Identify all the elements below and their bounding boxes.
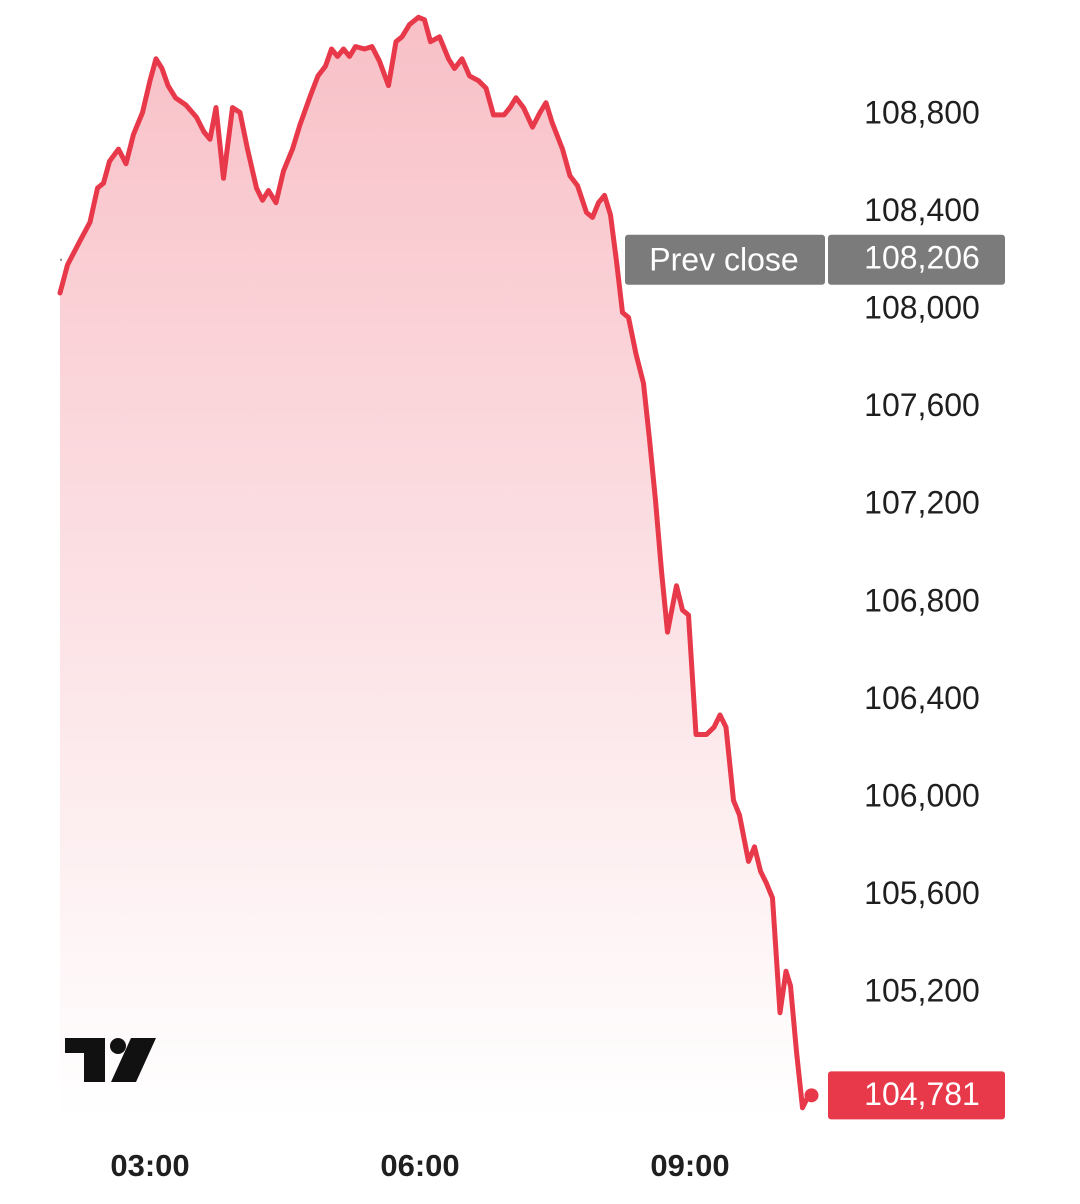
- logo-part: [111, 1038, 156, 1082]
- logo-part: [110, 1038, 126, 1054]
- y-tick-label: 108,800: [864, 94, 980, 130]
- y-tick-label: 107,200: [864, 485, 980, 521]
- y-tick-label: 108,000: [864, 290, 980, 326]
- last-point: [804, 1088, 819, 1103]
- x-tick-label: 09:00: [650, 1148, 729, 1183]
- prev-close-value: 108,206: [864, 239, 980, 275]
- y-tick-label: 108,400: [864, 192, 980, 228]
- prev-close-box: [625, 234, 825, 285]
- prev-close-label: Prev close: [649, 241, 798, 277]
- y-tick-label: 105,600: [864, 875, 980, 911]
- x-tick-label: 03:00: [110, 1148, 189, 1183]
- last-price-label: 104,781: [864, 1076, 980, 1112]
- last-price-box: [828, 1071, 1005, 1120]
- price-line: [57, 14, 811, 1111]
- y-tick-label: 107,600: [864, 387, 980, 423]
- tradingview-logo: [65, 1038, 156, 1082]
- y-tick-label: 105,200: [864, 973, 980, 1009]
- y-tick-label: 106,000: [864, 777, 980, 813]
- y-tick-label: 106,400: [864, 680, 980, 716]
- y-tick-label: 106,800: [864, 582, 980, 618]
- prev-close-value-box: [828, 234, 1005, 285]
- area-fill: [60, 17, 809, 1120]
- logo-part: [84, 1038, 105, 1082]
- x-tick-label: 06:00: [380, 1148, 459, 1183]
